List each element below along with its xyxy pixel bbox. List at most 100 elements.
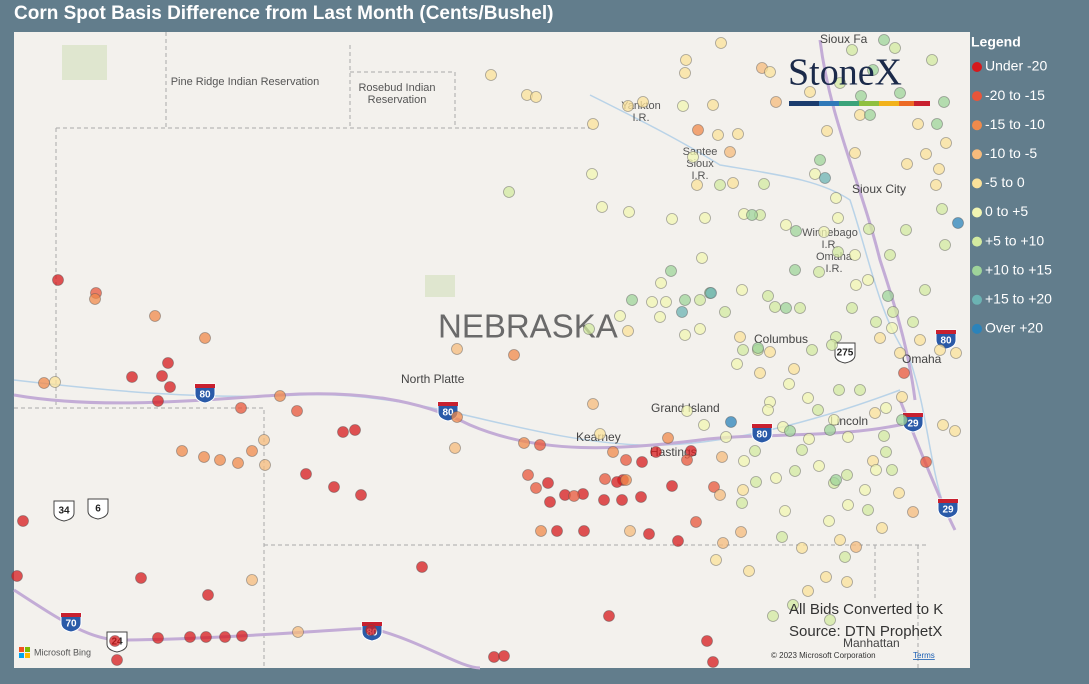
bid-point [603, 610, 615, 622]
terms-link[interactable]: Terms [913, 651, 935, 660]
bid-point [880, 402, 892, 414]
bid-point [789, 264, 801, 276]
bid-point [623, 206, 635, 218]
bid-point [643, 528, 655, 540]
bid-point [508, 349, 520, 361]
bid-point [587, 398, 599, 410]
bid-point [530, 482, 542, 494]
bid-point [725, 416, 737, 428]
bid-point [824, 614, 836, 626]
bid-point [52, 274, 64, 286]
bid-point [854, 109, 866, 121]
bid-point [626, 294, 638, 306]
bid-point [17, 515, 29, 527]
bid-point [660, 296, 672, 308]
bid-point [662, 432, 674, 444]
bid-point [542, 477, 554, 489]
bid-point [485, 69, 497, 81]
interstate-shield-top [362, 622, 382, 626]
bid-point [776, 531, 788, 543]
bid-point [937, 419, 949, 431]
interstate-shield-top [936, 330, 956, 334]
bid-point [934, 344, 946, 356]
legend-swatch [972, 265, 982, 276]
bid-point [850, 541, 862, 553]
place-label: Omaha [816, 251, 853, 263]
bid-point [783, 378, 795, 390]
bid-point [716, 451, 728, 463]
bid-point [198, 451, 210, 463]
bid-point [731, 358, 743, 370]
bid-point [752, 342, 764, 354]
bid-point [876, 522, 888, 534]
bid-point [894, 87, 906, 99]
bid-point [587, 118, 599, 130]
bid-point [824, 424, 836, 436]
bid-point [867, 64, 879, 76]
bid-point [620, 474, 632, 486]
bid-point [202, 589, 214, 601]
bid-point [246, 574, 258, 586]
bid-point [654, 311, 666, 323]
bid-point [950, 347, 962, 359]
legend-swatch [972, 323, 982, 334]
bid-point [834, 534, 846, 546]
bid-point [337, 426, 349, 438]
interstate-shield [60, 612, 82, 633]
bid-point [787, 599, 799, 611]
bid-point [714, 489, 726, 501]
interstate-shield [937, 498, 959, 519]
interstate-shield [751, 423, 773, 444]
bid-point [646, 296, 658, 308]
bid-point [812, 404, 824, 416]
logo-text: StoneX [788, 52, 902, 94]
ms-logo [25, 653, 30, 658]
bid-point [698, 419, 710, 431]
bid-point [896, 414, 908, 426]
bid-point [219, 631, 231, 643]
bid-point [820, 571, 832, 583]
highway-number: 80 [756, 430, 768, 441]
bid-point [328, 481, 340, 493]
bid-point [199, 332, 211, 344]
bid-point [900, 224, 912, 236]
bid-point [596, 201, 608, 213]
bid-point [762, 290, 774, 302]
place-label: Sioux Fa [820, 32, 868, 46]
bid-point [679, 67, 691, 79]
attribution-provider: Microsoft Bing [34, 647, 91, 657]
bid-point [813, 266, 825, 278]
bid-point [878, 430, 890, 442]
bid-point [636, 456, 648, 468]
place-label: Sioux City [852, 182, 906, 196]
bid-point [842, 431, 854, 443]
us-shield [87, 498, 109, 520]
bid-point [717, 537, 729, 549]
bid-point [451, 343, 463, 355]
place-label: I.R. [691, 170, 708, 182]
bid-point [692, 124, 704, 136]
bid-point [292, 626, 304, 638]
bid-point [814, 154, 826, 166]
bid-point [806, 344, 818, 356]
bid-point [522, 469, 534, 481]
legend-swatch [972, 91, 982, 102]
highway-number: 80 [442, 408, 454, 419]
bid-point [650, 446, 662, 458]
interstate-shield-top [61, 613, 81, 617]
bid-point [894, 347, 906, 359]
bid-point [743, 565, 755, 577]
bid-point [736, 284, 748, 296]
place-label: Pine Ridge Indian Reservation [171, 76, 320, 88]
interstate-shield [902, 412, 924, 433]
attribution-copyright: © 2023 Microsoft Corporation [771, 651, 876, 660]
bid-point [714, 179, 726, 191]
bid-point [719, 306, 731, 318]
legend-swatch [972, 294, 982, 305]
highway-number: 34 [58, 506, 70, 517]
bid-point [870, 464, 882, 476]
bid-point [720, 431, 732, 443]
bid-point [246, 445, 258, 457]
bid-point [764, 346, 776, 358]
bid-point [416, 561, 428, 573]
